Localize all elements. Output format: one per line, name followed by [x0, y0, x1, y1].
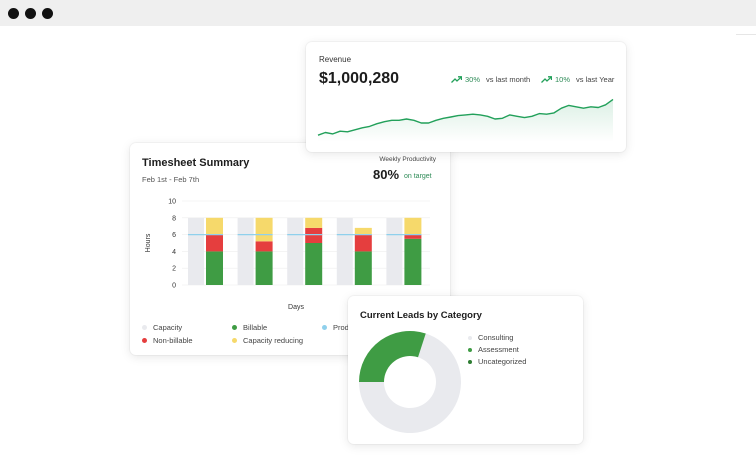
legend-dot — [468, 335, 472, 340]
capacity-bar — [287, 217, 304, 285]
bar-billable — [255, 251, 273, 285]
revenue-line — [317, 98, 614, 136]
bar-non-billable — [354, 234, 372, 252]
bar-non-billable — [255, 241, 273, 252]
bar-billable — [354, 251, 372, 285]
timesheet-date-range: Feb 1st - Feb 7th — [142, 175, 200, 184]
revenue-title: Revenue — [319, 55, 352, 64]
bar-non-billable — [206, 234, 223, 252]
capacity-bar — [386, 217, 403, 285]
x-axis-label: Days — [288, 304, 304, 311]
lead-legend-label: Uncategorized — [478, 357, 527, 366]
revenue-card: Revenue $1,000,280 30% vs last month 10%… — [306, 42, 626, 152]
timesheet-title: Timesheet Summary — [142, 157, 250, 169]
revenue-value: $1,000,280 — [319, 70, 400, 87]
leads-donut-chart — [359, 331, 461, 433]
legend-dot — [468, 359, 472, 364]
legend-dot — [322, 325, 327, 330]
legend-item: Capacity — [142, 323, 182, 332]
bar-billable — [206, 251, 223, 285]
capacity-bar — [237, 217, 254, 285]
lead-legend-label: Consulting — [478, 333, 514, 342]
legend-dot — [232, 338, 237, 343]
current-leads-card: Current Leads by Category Consulting Asse… — [348, 296, 583, 444]
bar-non-billable — [404, 234, 422, 239]
trend-month: 30% vs last month — [451, 75, 530, 84]
legend-item: Capacity reducing — [232, 336, 303, 345]
y-axis-label: Hours — [145, 233, 152, 252]
legend-item: Prod — [322, 323, 349, 332]
legend-item: Non-billable — [142, 336, 193, 345]
legend-dot — [142, 338, 147, 343]
legend-label: Non-billable — [153, 336, 193, 345]
capacity-bar — [188, 217, 204, 285]
legend-dot — [232, 325, 237, 330]
lead-legend-item: Assessment — [468, 345, 519, 354]
divider — [736, 34, 756, 35]
trend-up-icon — [451, 76, 462, 83]
legend-label: Capacity reducing — [243, 336, 304, 345]
legend-dot — [142, 325, 147, 330]
trend-month-label: vs last month — [486, 75, 531, 84]
window-titlebar — [0, 0, 756, 26]
bar-capacity-reducing — [206, 217, 223, 235]
bar-capacity-reducing — [255, 217, 273, 242]
lead-legend-item: Consulting — [468, 333, 513, 342]
y-tick-label: 10 — [168, 199, 176, 206]
bar-capacity-reducing — [354, 227, 372, 235]
y-tick-label: 2 — [172, 266, 176, 273]
revenue-line-chart — [317, 98, 614, 142]
legend-label: Capacity — [153, 323, 183, 332]
y-tick-label: 4 — [172, 249, 176, 256]
donut-slice-assessment — [359, 331, 426, 382]
legend-item: Billable — [232, 323, 267, 332]
weekly-productivity-status: on target — [404, 173, 432, 180]
timesheet-bar-chart: 0 2 4 6 8 10 Hours Days — [145, 199, 430, 311]
trend-up-icon — [541, 76, 552, 83]
y-tick-label: 0 — [172, 283, 176, 290]
donut-slice-consulting — [359, 333, 461, 433]
legend-dot — [468, 347, 472, 352]
timesheet-summary-card: Timesheet Summary Feb 1st - Feb 7th Week… — [130, 143, 450, 355]
bar-billable — [404, 238, 422, 285]
trend-year: 10% vs last Year — [541, 75, 614, 84]
bar-capacity-reducing — [305, 217, 323, 228]
revenue-area — [318, 99, 613, 142]
trend-month-percent: 30% — [465, 75, 481, 84]
window-maximize-button[interactable] — [42, 8, 53, 19]
capacity-bar — [336, 217, 353, 285]
leads-title: Current Leads by Category — [360, 310, 482, 321]
bar-billable — [305, 243, 323, 285]
window-close-button[interactable] — [8, 8, 19, 19]
legend-label: Billable — [243, 323, 268, 332]
y-tick-label: 8 — [172, 215, 176, 222]
trend-year-label: vs last Year — [576, 75, 615, 84]
bar-non-billable — [305, 227, 323, 243]
trend-year-percent: 10% — [555, 75, 571, 84]
lead-legend-label: Assessment — [478, 345, 519, 354]
window-minimize-button[interactable] — [25, 8, 36, 19]
weekly-productivity-label: Weekly Productivity — [379, 156, 436, 163]
y-tick-label: 6 — [172, 232, 176, 239]
lead-legend-item: Uncategorized — [468, 357, 526, 366]
bar-capacity-reducing — [404, 217, 422, 235]
legend-label: Prod — [333, 323, 349, 332]
weekly-productivity-value: 80% — [373, 167, 400, 182]
